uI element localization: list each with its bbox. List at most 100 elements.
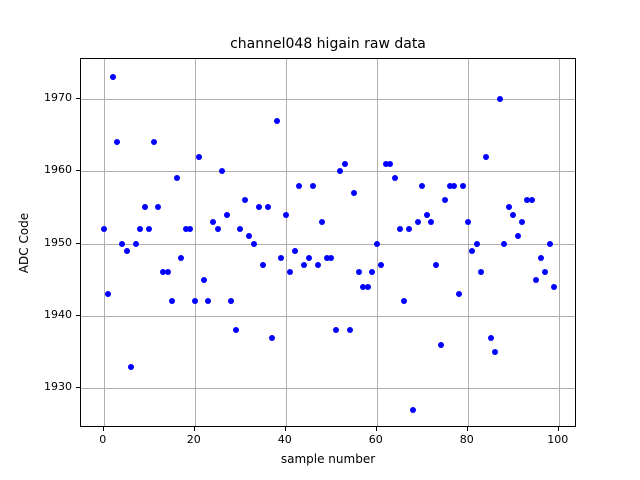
data-point: [423, 211, 430, 218]
data-point: [282, 211, 289, 218]
chart-title: channel048 higain raw data: [230, 36, 426, 52]
data-point: [487, 334, 494, 341]
data-point: [319, 218, 326, 225]
x-tick-mark: [102, 427, 104, 431]
x-axis-label: sample number: [280, 452, 376, 466]
x-tick-label: 100: [547, 433, 569, 446]
x-tick-label: 40: [277, 433, 292, 446]
data-point: [159, 269, 166, 276]
data-point: [546, 240, 553, 247]
data-point: [119, 240, 125, 247]
data-point: [446, 182, 453, 189]
gridline-horizontal: [81, 315, 575, 317]
gridline-horizontal: [81, 388, 575, 390]
data-point: [364, 283, 371, 290]
data-point: [437, 341, 444, 348]
data-point: [483, 153, 489, 160]
data-point: [128, 363, 135, 370]
data-point: [346, 327, 353, 334]
plot-area: [80, 58, 576, 427]
x-tick-label: 0: [99, 433, 107, 446]
data-point: [310, 182, 317, 189]
x-tick-label: 20: [186, 433, 201, 446]
data-point: [182, 226, 189, 232]
data-point: [301, 262, 307, 269]
data-point: [187, 226, 194, 232]
y-tick-mark: [76, 97, 80, 99]
data-point: [260, 262, 266, 269]
data-point: [273, 117, 280, 124]
data-point: [332, 327, 339, 334]
x-tick-mark: [557, 427, 559, 431]
data-point: [314, 262, 321, 269]
data-point: [378, 262, 385, 269]
data-point: [405, 226, 412, 232]
data-point: [373, 240, 380, 247]
data-point: [514, 233, 521, 240]
data-point: [519, 218, 526, 225]
data-point: [369, 269, 376, 276]
data-point: [505, 204, 512, 211]
y-tick-mark: [76, 242, 80, 244]
data-point: [255, 204, 262, 211]
data-point: [460, 182, 467, 189]
gridline-vertical: [558, 59, 560, 426]
data-point: [287, 269, 294, 276]
x-tick-mark: [375, 427, 377, 431]
data-point: [533, 276, 539, 283]
y-tick-label: 1970: [44, 90, 72, 104]
data-point: [150, 139, 157, 146]
data-point: [414, 218, 421, 225]
x-tick-label: 80: [459, 433, 474, 446]
data-point: [401, 298, 408, 305]
data-point: [132, 240, 139, 247]
y-tick-label: 1960: [44, 163, 72, 177]
data-point: [246, 233, 253, 240]
data-point: [496, 95, 503, 102]
gridline-vertical: [103, 59, 105, 426]
gridline-horizontal: [81, 98, 575, 100]
data-point: [451, 182, 458, 189]
data-point: [337, 168, 344, 175]
y-tick-label: 1930: [44, 380, 72, 394]
x-tick-label: 60: [368, 433, 383, 446]
data-point: [173, 175, 180, 182]
data-point: [237, 226, 244, 232]
data-point: [387, 160, 394, 167]
data-point: [455, 291, 462, 298]
data-point: [469, 247, 476, 254]
data-point: [355, 269, 362, 276]
data-point: [464, 218, 471, 225]
data-point: [542, 269, 549, 276]
data-point: [164, 269, 171, 276]
data-point: [241, 197, 248, 204]
data-point: [510, 211, 517, 218]
data-point: [296, 182, 303, 189]
y-tick-label: 1950: [44, 235, 72, 249]
data-point: [410, 406, 417, 413]
data-point: [155, 204, 162, 211]
data-point: [351, 189, 357, 196]
data-point: [210, 218, 216, 225]
data-point: [191, 298, 198, 305]
data-point: [551, 283, 558, 290]
gridline-horizontal: [81, 243, 575, 245]
data-point: [196, 153, 203, 160]
data-point: [360, 283, 367, 290]
y-tick-mark: [76, 314, 80, 316]
y-tick-mark: [76, 170, 80, 172]
data-point: [442, 197, 448, 204]
x-tick-mark: [284, 427, 286, 431]
data-point: [109, 74, 116, 81]
data-point: [396, 226, 403, 232]
gridline-vertical: [285, 59, 287, 426]
data-point: [223, 211, 230, 218]
gridline-vertical: [467, 59, 469, 426]
data-point: [328, 255, 335, 261]
data-point: [528, 197, 535, 204]
data-point: [278, 255, 285, 261]
data-point: [478, 269, 485, 276]
data-point: [473, 240, 480, 247]
data-point: [432, 262, 439, 269]
